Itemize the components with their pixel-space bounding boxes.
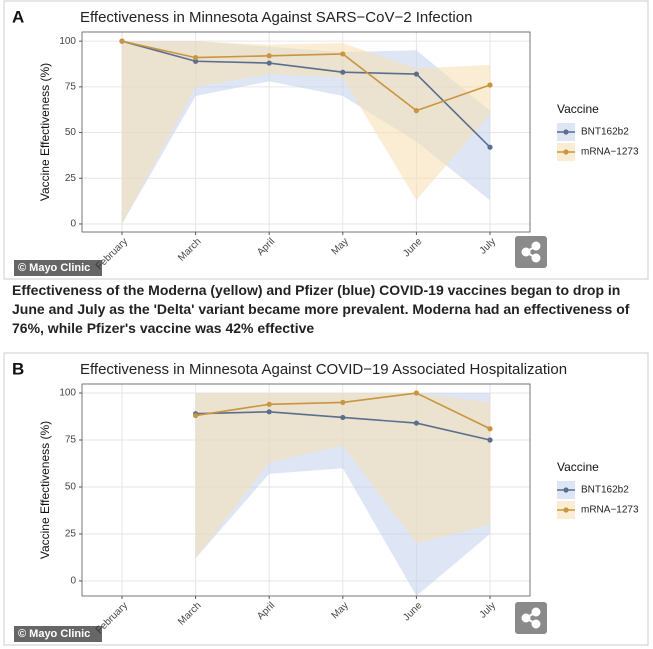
data-point xyxy=(266,53,272,59)
y-tick-label: 100 xyxy=(59,36,76,47)
legend-label: BNT162b2 xyxy=(581,485,629,496)
data-point xyxy=(193,412,199,419)
y-tick-label: 100 xyxy=(59,388,76,399)
credit: © Mayo Clinic xyxy=(18,628,90,640)
data-point xyxy=(413,71,419,77)
data-point xyxy=(193,58,199,64)
data-point xyxy=(193,54,199,61)
legend-point xyxy=(563,507,569,513)
share-icon xyxy=(521,607,541,629)
data-point xyxy=(266,401,272,407)
legend-title: Vaccine xyxy=(557,460,599,474)
share-button[interactable] xyxy=(515,236,547,268)
plot-border xyxy=(81,31,531,233)
plot-layer xyxy=(119,38,493,224)
data-point xyxy=(340,414,346,421)
data-point xyxy=(340,69,346,75)
panel-label: A xyxy=(12,7,24,26)
chart-title: Effectiveness in Minnesota Against SARS−… xyxy=(80,9,472,26)
legend-label: mRNA−1273 xyxy=(581,147,639,158)
data-point xyxy=(340,51,346,57)
share-icon xyxy=(521,241,541,263)
chart-title: Effectiveness in Minnesota Against COVID… xyxy=(80,361,567,378)
data-point xyxy=(119,38,125,44)
legend-label: BNT162b2 xyxy=(581,127,629,138)
data-point xyxy=(413,420,419,426)
data-point xyxy=(266,409,272,415)
y-tick-label: 0 xyxy=(70,576,76,587)
share-button[interactable] xyxy=(515,602,547,634)
chart: A Effectiveness in Minnesota Against SARS… xyxy=(3,0,649,280)
data-point xyxy=(266,60,272,66)
panel-label: B xyxy=(12,359,24,378)
y-tick-label: 75 xyxy=(65,435,77,446)
y-axis-title: Vaccine Effectiveness (%) xyxy=(38,421,52,559)
credit: © Mayo Clinic xyxy=(18,262,90,274)
caption: Effectiveness of the Moderna (yellow) an… xyxy=(12,282,630,336)
data-point xyxy=(487,82,493,88)
y-tick-label: 25 xyxy=(65,173,77,184)
series-line xyxy=(121,40,491,112)
legend-point xyxy=(563,149,569,155)
y-tick-label: 0 xyxy=(70,219,76,230)
legend-title: Vaccine xyxy=(557,102,599,116)
y-tick-label: 75 xyxy=(65,81,77,92)
plot-layer xyxy=(193,390,493,596)
series-line xyxy=(121,40,491,148)
data-point xyxy=(340,399,346,406)
y-tick-label: 50 xyxy=(65,127,77,138)
legend-point xyxy=(563,487,569,493)
credit-background xyxy=(14,260,102,276)
confidence-band xyxy=(195,393,490,559)
y-tick-label: 25 xyxy=(65,529,77,540)
data-point xyxy=(487,437,493,443)
data-point xyxy=(487,426,493,432)
plot-border xyxy=(81,383,531,597)
y-tick-label: 50 xyxy=(65,482,77,493)
data-point xyxy=(413,390,419,396)
legend-label: mRNA−1273 xyxy=(581,505,639,516)
chart: B Effectiveness in Minnesota Against COVI… xyxy=(3,352,649,646)
data-point xyxy=(413,108,419,114)
y-axis-title: Vaccine Effectiveness (%) xyxy=(38,63,52,201)
legend-point xyxy=(563,129,569,135)
data-point xyxy=(487,144,493,150)
credit-background xyxy=(14,626,102,642)
confidence-band xyxy=(122,41,490,224)
